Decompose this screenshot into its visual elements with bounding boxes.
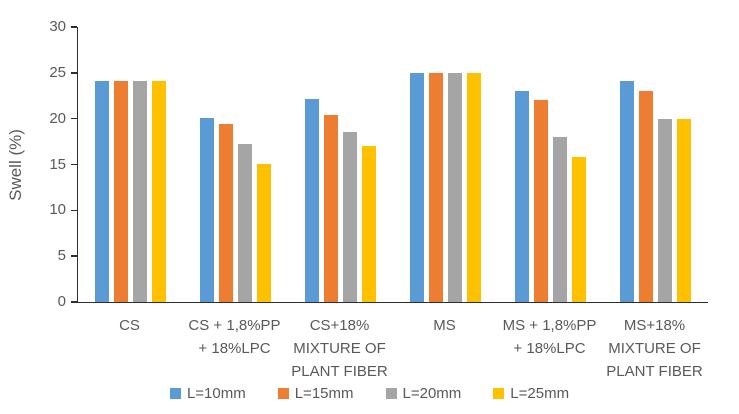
y-tick-label: 0 xyxy=(57,293,66,310)
bar-series1-cat0 xyxy=(114,81,128,302)
y-tick-label: 10 xyxy=(49,201,66,219)
y-tick-mark xyxy=(71,72,77,74)
legend-label: L=25mm xyxy=(510,384,570,402)
x-axis-label-2: CS+18% MIXTURE OF PLANT FIBER xyxy=(291,317,388,380)
bar-series0-cat3 xyxy=(410,72,424,302)
bar-series3-cat5 xyxy=(677,118,691,302)
legend-label: L=20mm xyxy=(402,384,462,402)
bar-group-4 xyxy=(498,27,603,302)
bar-series1-cat4 xyxy=(534,100,548,302)
legend-swatch-icon xyxy=(385,387,397,399)
x-axis-label-5: MS+18% MIXTURE OF PLANT FIBER xyxy=(606,317,703,380)
bar-series0-cat5 xyxy=(620,81,634,302)
y-tick-mark xyxy=(71,301,77,303)
bar-group-2 xyxy=(288,27,393,302)
legend-item-3: L=25mm xyxy=(493,385,569,402)
bar-series0-cat1 xyxy=(200,117,214,302)
bar-group-3 xyxy=(393,27,498,302)
legend-swatch-icon xyxy=(493,387,505,399)
x-axis-label-1: CS + 1,8%PP + 18%LPC xyxy=(188,317,281,357)
y-tick-label: 15 xyxy=(49,155,66,173)
y-axis-title: Swell (%) xyxy=(6,129,25,201)
y-tick-label: 20 xyxy=(49,109,66,127)
bar-group-1 xyxy=(183,27,288,302)
y-tick-label: 5 xyxy=(57,247,66,265)
y-tick-mark xyxy=(71,163,77,166)
bar-group-0 xyxy=(78,27,183,302)
y-tick-label: 30 xyxy=(49,18,66,35)
legend-label: L=15mm xyxy=(294,384,354,402)
x-axis-label-0: CS xyxy=(119,317,140,334)
x-axis-label-4: MS + 1,8%PP + 18%LPC xyxy=(502,317,597,357)
bar-series3-cat0 xyxy=(152,81,166,302)
bar-series1-cat5 xyxy=(639,91,653,302)
legend-swatch-icon xyxy=(277,387,289,399)
y-tick-mark xyxy=(71,26,77,28)
legend-item-0: L=10mm xyxy=(169,384,246,402)
bar-series3-cat1 xyxy=(257,163,271,302)
bar-group-5 xyxy=(603,27,708,302)
bar-series0-cat0 xyxy=(95,81,109,302)
y-tick-mark xyxy=(71,117,77,120)
y-tick-mark xyxy=(71,209,77,212)
bar-series2-cat1 xyxy=(238,144,252,302)
legend-item-2: L=20mm xyxy=(385,384,462,402)
y-tick-label: 25 xyxy=(49,63,66,81)
bar-series0-cat4 xyxy=(515,91,529,302)
x-axis-label-3: MS xyxy=(433,317,456,334)
bar-series2-cat5 xyxy=(658,118,672,302)
plot-area xyxy=(77,27,708,303)
bar-series2-cat0 xyxy=(133,81,147,302)
legend: L=10mm L=15mm L=20mm L=25mm xyxy=(0,382,739,404)
bar-series1-cat1 xyxy=(219,124,233,302)
bar-series3-cat3 xyxy=(467,72,481,302)
bar-series2-cat4 xyxy=(553,137,567,302)
bar-series2-cat3 xyxy=(448,72,462,302)
bar-series0-cat2 xyxy=(305,99,319,302)
bar-series2-cat2 xyxy=(343,132,357,302)
legend-item-1: L=15mm xyxy=(277,384,354,402)
y-tick-mark xyxy=(71,255,77,257)
bar-series1-cat2 xyxy=(324,115,338,302)
bar-series3-cat4 xyxy=(572,157,586,302)
bar-series1-cat3 xyxy=(429,72,443,302)
legend-label: L=10mm xyxy=(186,384,246,402)
legend-swatch-icon xyxy=(169,387,181,399)
bar-series3-cat2 xyxy=(362,146,376,302)
